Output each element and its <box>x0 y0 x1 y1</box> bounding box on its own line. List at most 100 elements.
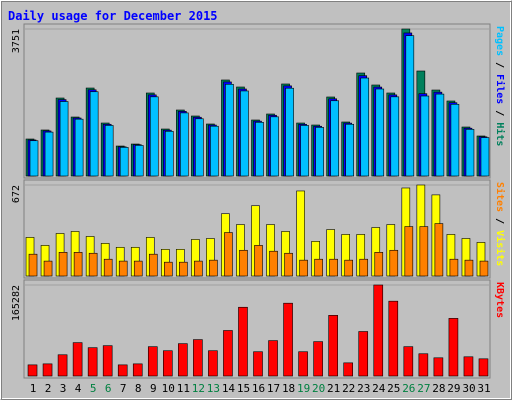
x-tick-label: 27 <box>417 382 430 395</box>
bar <box>132 363 143 377</box>
bar <box>179 261 188 277</box>
bar <box>464 259 474 277</box>
x-tick-label: 1 <box>30 382 37 395</box>
legend-entry: KBytes <box>494 282 505 318</box>
bar <box>420 95 430 177</box>
bar <box>180 112 189 177</box>
bar <box>119 147 129 177</box>
bar <box>403 346 414 377</box>
x-tick-label: 28 <box>432 382 445 395</box>
bar <box>328 315 338 377</box>
bar <box>269 250 278 277</box>
legend-separator: / <box>494 212 505 230</box>
x-tick-label: 11 <box>177 382 190 395</box>
bar <box>210 125 219 177</box>
bar <box>87 347 98 377</box>
legend-separator: / <box>494 104 505 122</box>
bar <box>315 127 324 177</box>
bar <box>255 122 264 177</box>
y-tick-label: 165282 <box>11 285 22 321</box>
legend-entry: Files <box>494 74 506 104</box>
bar <box>434 223 444 277</box>
bar <box>208 350 218 377</box>
x-tick-label: 19 <box>297 382 310 395</box>
x-tick-label: 12 <box>192 382 205 395</box>
bar <box>285 87 294 177</box>
bar <box>164 261 173 277</box>
bar <box>390 96 400 177</box>
bar <box>435 93 445 177</box>
bar <box>147 346 158 377</box>
bar <box>448 318 459 377</box>
bar <box>450 103 460 177</box>
bar <box>254 245 263 277</box>
x-tick-label: 14 <box>222 382 236 395</box>
bar <box>193 339 203 377</box>
x-tick-label: 20 <box>312 382 325 395</box>
bar <box>178 343 188 377</box>
bar <box>42 363 53 377</box>
bar <box>148 253 158 277</box>
bar <box>43 260 53 277</box>
x-tick-label: 29 <box>447 382 460 395</box>
legend-entry: Visits <box>494 230 506 266</box>
bar <box>253 351 263 377</box>
bar <box>27 364 38 377</box>
bar <box>478 358 489 377</box>
legend-entry: Pages <box>494 26 505 56</box>
x-tick-label: 6 <box>105 382 112 395</box>
x-tick-label: 24 <box>372 382 386 395</box>
bar <box>58 252 68 277</box>
legend-separator: / <box>494 56 505 74</box>
bar <box>238 306 248 377</box>
bar <box>343 362 353 377</box>
x-tick-label: 21 <box>327 382 340 395</box>
bar <box>59 101 69 177</box>
bar <box>330 100 339 177</box>
chart-title: Daily usage for December 2015 <box>8 9 218 23</box>
bar <box>224 232 233 277</box>
bar <box>57 354 68 377</box>
bar <box>118 260 128 277</box>
bar <box>165 131 174 177</box>
bar <box>344 259 353 277</box>
bar <box>313 341 323 377</box>
bar <box>479 260 489 277</box>
bar <box>418 353 429 377</box>
bar <box>405 35 415 177</box>
bar <box>239 249 248 277</box>
x-tick-label: 2 <box>45 382 52 395</box>
x-tick-label: 4 <box>75 382 82 395</box>
bar <box>240 90 249 177</box>
legend: Pages / Files / Hits <box>494 26 506 146</box>
bar <box>225 83 234 177</box>
bar <box>163 350 173 377</box>
bar <box>133 260 143 277</box>
bar <box>389 249 399 277</box>
bar <box>433 357 444 377</box>
bar <box>72 342 83 377</box>
x-tick-label: 13 <box>207 382 220 395</box>
bar <box>345 123 354 177</box>
bar <box>29 140 39 177</box>
bar <box>89 91 99 177</box>
bar <box>284 252 293 277</box>
x-tick-label: 3 <box>60 382 67 395</box>
bar <box>117 364 128 377</box>
bar <box>298 351 308 377</box>
bar <box>28 253 38 277</box>
legend-entry: Sites <box>494 182 506 212</box>
bar <box>329 258 338 277</box>
bar <box>299 259 308 277</box>
x-tick-label: 10 <box>162 382 175 395</box>
bar <box>480 137 490 177</box>
x-tick-label: 30 <box>462 382 475 395</box>
bar <box>388 300 399 377</box>
bar <box>209 259 218 277</box>
bar <box>449 258 459 277</box>
bar <box>300 125 309 177</box>
bar <box>360 77 370 177</box>
x-tick-label: 17 <box>267 382 280 395</box>
